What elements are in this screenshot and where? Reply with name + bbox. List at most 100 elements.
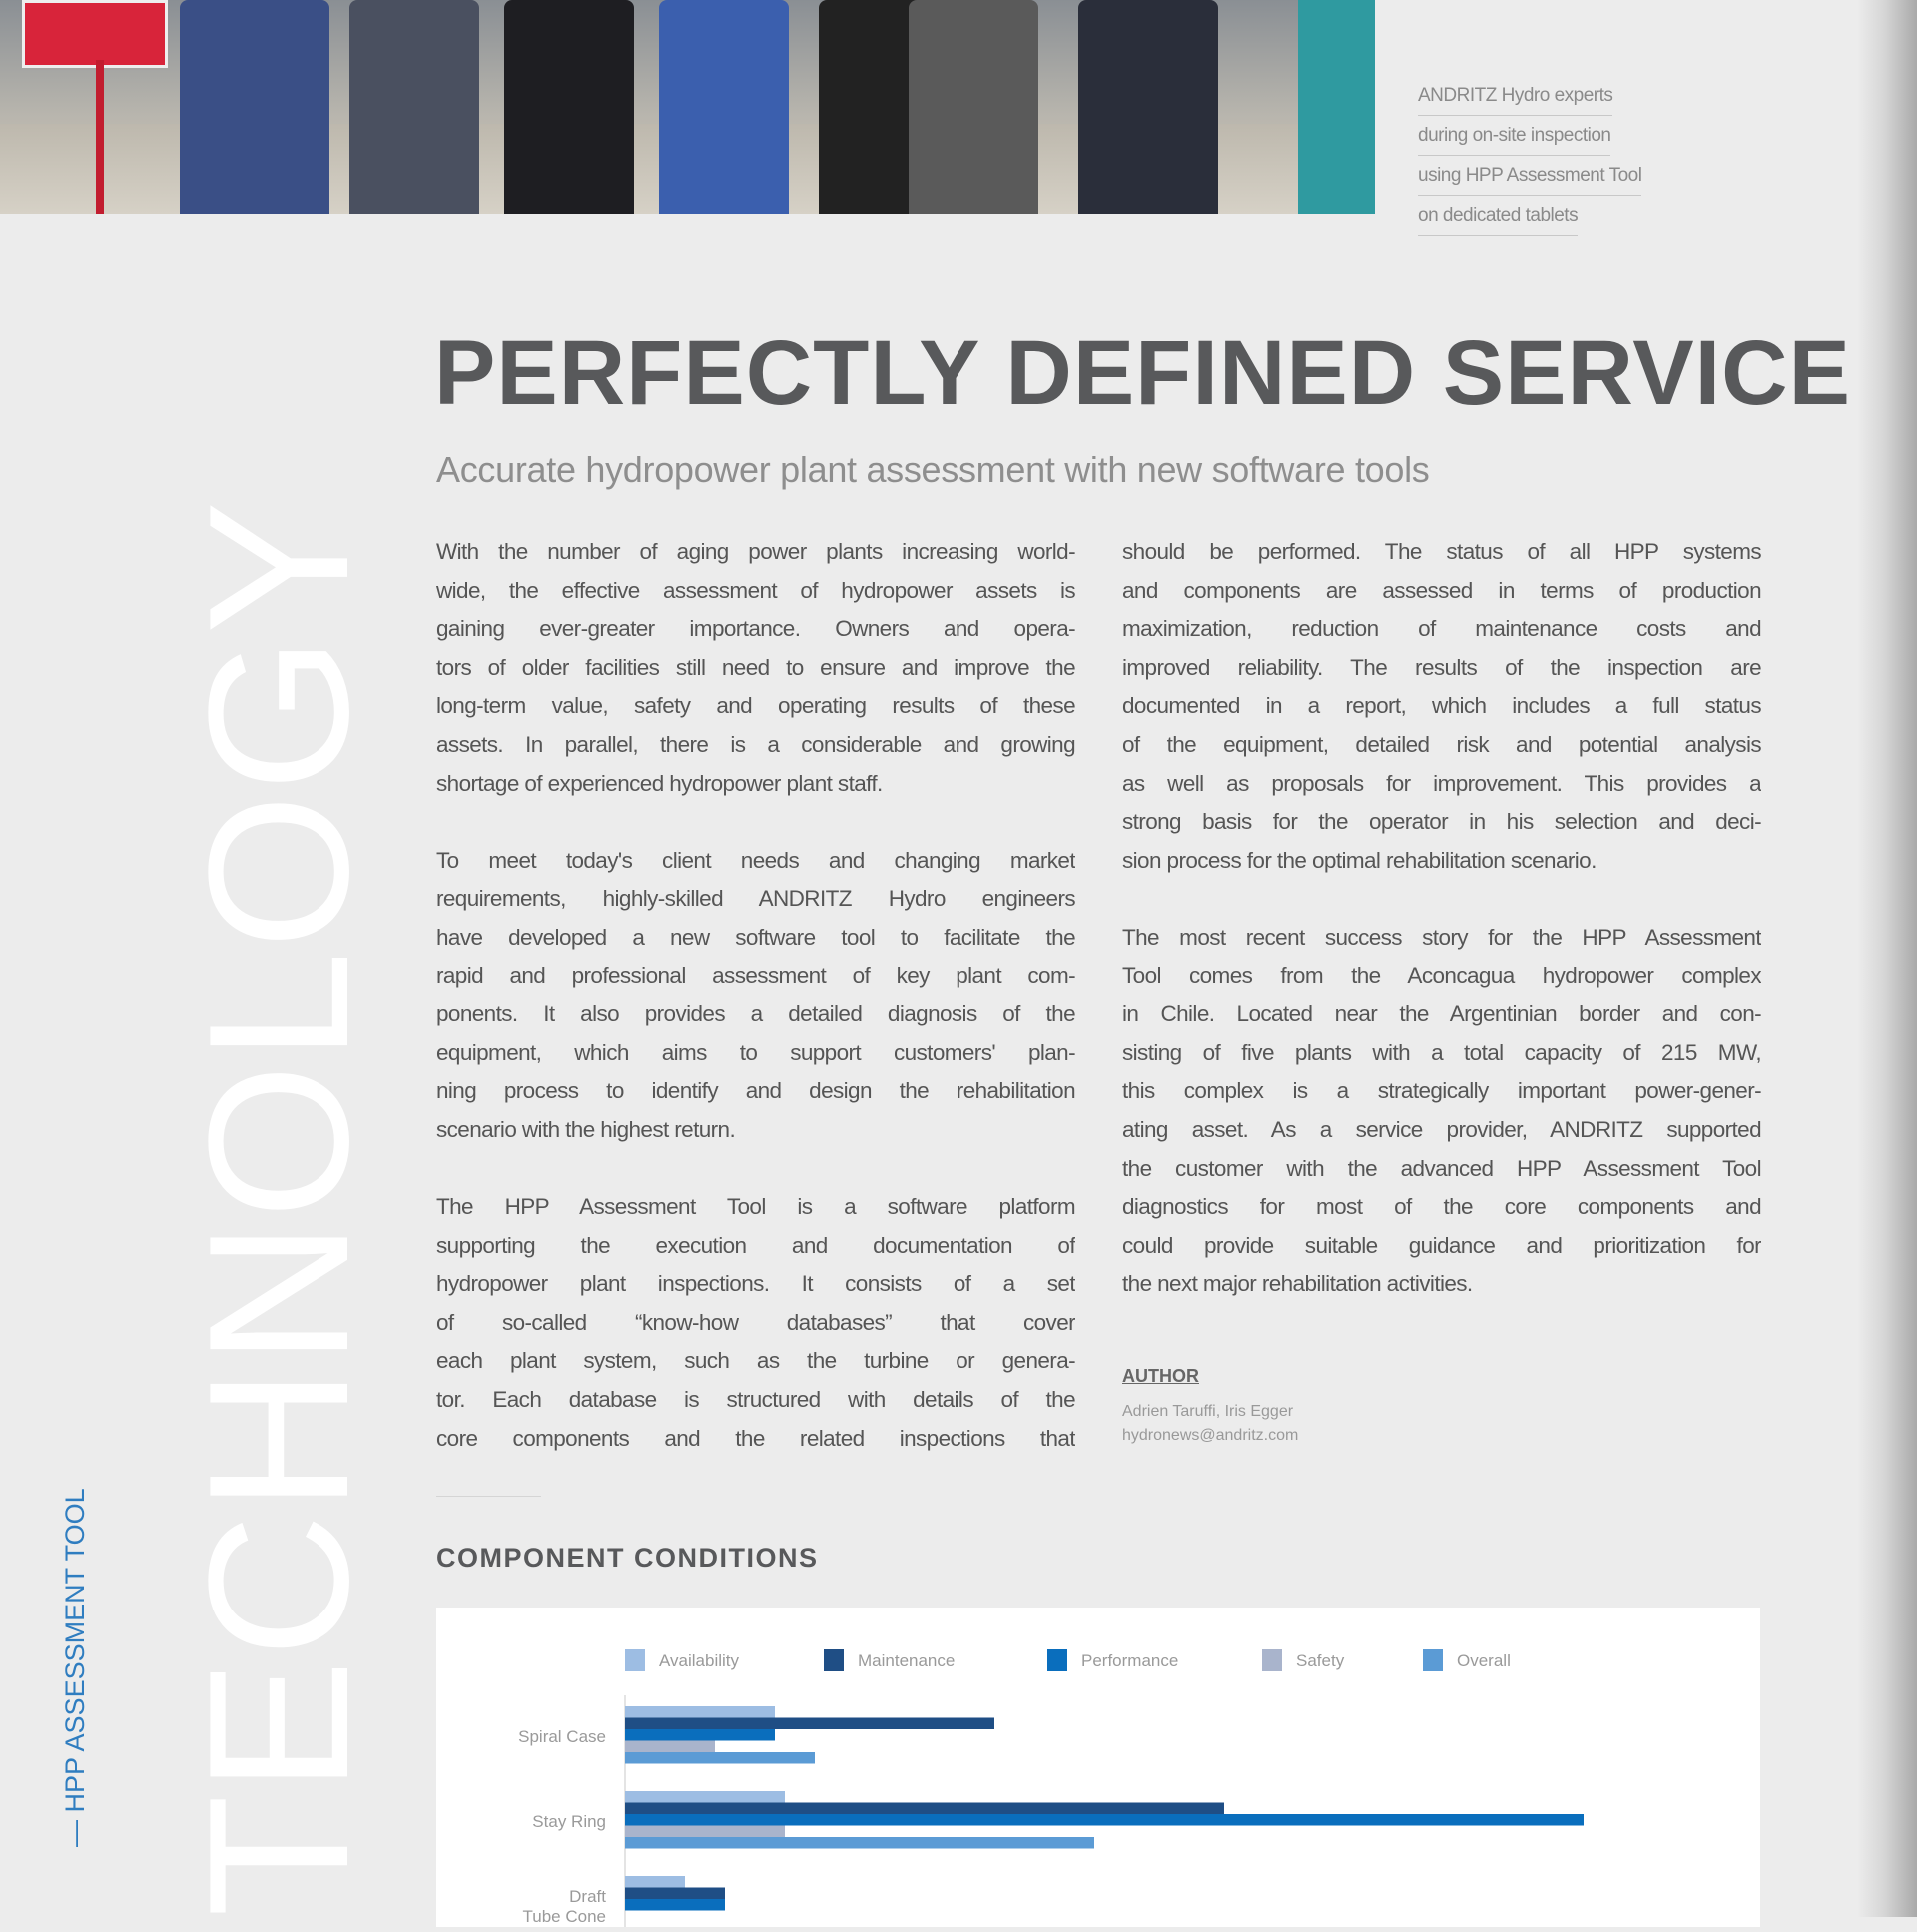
person <box>349 0 479 214</box>
chart-heading: COMPONENT CONDITIONS <box>436 1543 819 1573</box>
page-subtitle: Accurate hydropower plant assessment wit… <box>436 449 1430 490</box>
machine <box>1298 0 1375 214</box>
legend-label: Safety <box>1296 1651 1345 1670</box>
warning-sign <box>22 0 168 68</box>
category-label: Stay Ring <box>532 1812 606 1831</box>
page-edge-shadow <box>1857 0 1917 1917</box>
text-line: hydropower plant inspections. It consist… <box>436 1271 1075 1297</box>
bar-availability <box>625 1791 785 1803</box>
author-label: AUTHOR <box>1122 1366 1199 1386</box>
text-line: ponents. It also provides a detailed dia… <box>436 1001 1075 1027</box>
section-label-small: — HPP ASSESSMENT TOOL <box>60 1488 90 1847</box>
photo-caption: ANDRITZ Hydro experts during on-site ins… <box>1418 76 1717 236</box>
person <box>659 0 789 214</box>
legend-swatch <box>1423 1649 1443 1671</box>
bar-performance <box>625 1814 1584 1826</box>
text-line: requirements, highly-skilled ANDRITZ Hyd… <box>436 886 1075 912</box>
caption-line: during on-site inspection <box>1418 116 1611 156</box>
text-line: in Chile. Located near the Argentinian b… <box>1122 1001 1761 1027</box>
legend-swatch <box>1262 1649 1282 1671</box>
text-line: have developed a new software tool to fa… <box>436 924 1075 950</box>
text-line: rapid and professional assessment of key… <box>436 963 1075 988</box>
text-line: supporting the execution and documentati… <box>436 1232 1075 1258</box>
category-label: Spiral Case <box>518 1727 606 1746</box>
caption-line: on dedicated tablets <box>1418 196 1579 236</box>
bar-overall <box>625 1752 815 1764</box>
body-column-left: With the number of aging power plants in… <box>436 533 1075 1497</box>
legend-label: Maintenance <box>858 1651 955 1670</box>
bar-availability <box>625 1876 685 1888</box>
legend-swatch <box>625 1649 645 1671</box>
bar-availability <box>625 1706 775 1718</box>
bar-safety <box>625 1740 715 1752</box>
bar-safety <box>625 1825 785 1837</box>
bar-overall <box>625 1837 1094 1849</box>
text-line: diagnostics for most of the core compone… <box>1122 1194 1761 1220</box>
page-title: PERFECTLY DEFINED SERVICE <box>434 322 1851 424</box>
category-label: Draft <box>569 1887 606 1906</box>
divider <box>436 1496 541 1497</box>
bar-maintenance <box>625 1887 725 1899</box>
header-photo <box>0 0 1375 214</box>
text-line: should be performed. The status of all H… <box>1122 539 1761 564</box>
legend-label: Overall <box>1457 1651 1511 1670</box>
paragraph: The HPP Assessment Tool is a software pl… <box>436 1188 1075 1458</box>
text-line: the customer with the advanced HPP Asses… <box>1122 1155 1761 1181</box>
text-line: equipment, which aims to support custome… <box>436 1039 1075 1065</box>
legend-label: Availability <box>659 1651 740 1670</box>
text-line: maximization, reduction of maintenance c… <box>1122 616 1761 642</box>
text-line: improved reliability. The results of the… <box>1122 654 1761 680</box>
text-line: wide, the effective assessment of hydrop… <box>436 577 1075 603</box>
legend-swatch <box>824 1649 844 1671</box>
text-line: scenario with the highest return. <box>436 1116 736 1142</box>
text-line: tor. Each database is structured with de… <box>436 1387 1075 1413</box>
bar-maintenance <box>625 1717 994 1729</box>
text-line: long-term value, safety and operating re… <box>436 693 1075 719</box>
chart-panel: Availability Maintenance Performance Safety… <box>436 1608 1760 1927</box>
author-names: Adrien Taruffi, Iris Egger <box>1122 1403 1294 1420</box>
text-line: sion process for the optimal rehabilitat… <box>1122 847 1597 873</box>
bar-performance <box>625 1899 725 1911</box>
text-line: The HPP Assessment Tool is a software pl… <box>436 1194 1075 1220</box>
person <box>909 0 1038 214</box>
person <box>180 0 329 214</box>
text-line: ning process to identify and design the … <box>436 1078 1075 1104</box>
text-line: and components are assessed in terms of … <box>1122 577 1761 603</box>
text-line: sisting of five plants with a total capa… <box>1122 1039 1761 1065</box>
bar-performance <box>625 1729 775 1741</box>
paragraph: The most recent success story for the HP… <box>1122 919 1761 1304</box>
bar-maintenance <box>625 1802 1224 1814</box>
paragraph: should be performed. The status of all H… <box>1122 533 1761 880</box>
text-line: could provide suitable guidance and prio… <box>1122 1232 1761 1258</box>
paragraph: To meet today's client needs and changin… <box>436 842 1075 1150</box>
person <box>1078 0 1218 214</box>
legend-swatch <box>1047 1649 1067 1671</box>
text-line: as well as proposals for improvement. Th… <box>1122 770 1761 796</box>
caption-line: using HPP Assessment Tool <box>1418 156 1642 196</box>
sign-pole <box>96 60 104 214</box>
paragraph: With the number of aging power plants in… <box>436 533 1075 803</box>
text-line: shortage of experienced hydropower plant… <box>436 770 883 796</box>
text-line: ating asset. As a service provider, ANDR… <box>1122 1116 1761 1142</box>
text-line: Tool comes from the Aconcagua hydropower… <box>1122 963 1761 988</box>
caption-line: ANDRITZ Hydro experts <box>1418 76 1613 116</box>
component-conditions-chart: Availability Maintenance Performance Safety… <box>518 1649 1584 1927</box>
text-line: The most recent success story for the HP… <box>1122 924 1761 950</box>
section-label-big: TECHNOLOGY <box>168 498 390 1917</box>
author-block: AUTHOR Adrien Taruffi, Iris Egger hydron… <box>1122 1366 1298 1445</box>
person <box>504 0 634 214</box>
text-line: To meet today's client needs and changin… <box>436 847 1075 873</box>
text-line: With the number of aging power plants in… <box>436 539 1075 564</box>
text-line: core components and the related inspecti… <box>436 1425 1075 1451</box>
text-line: each plant system, such as the turbine o… <box>436 1348 1075 1374</box>
text-line: this complex is a strategically importan… <box>1122 1078 1761 1104</box>
text-line: the next major rehabilitation activities… <box>1122 1271 1473 1297</box>
text-line: documented in a report, which includes a… <box>1122 693 1761 719</box>
text-line: strong basis for the operator in his sel… <box>1122 809 1761 835</box>
legend-label: Performance <box>1081 1651 1178 1670</box>
text-line: of so-called “know-how databases” that c… <box>436 1309 1075 1335</box>
author-email: hydronews@andritz.com <box>1122 1427 1299 1444</box>
text-line: tors of older facilities still need to e… <box>436 654 1075 680</box>
body-column-right: should be performed. The status of all H… <box>1122 533 1761 1342</box>
text-line: of the equipment, detailed risk and pote… <box>1122 731 1761 757</box>
